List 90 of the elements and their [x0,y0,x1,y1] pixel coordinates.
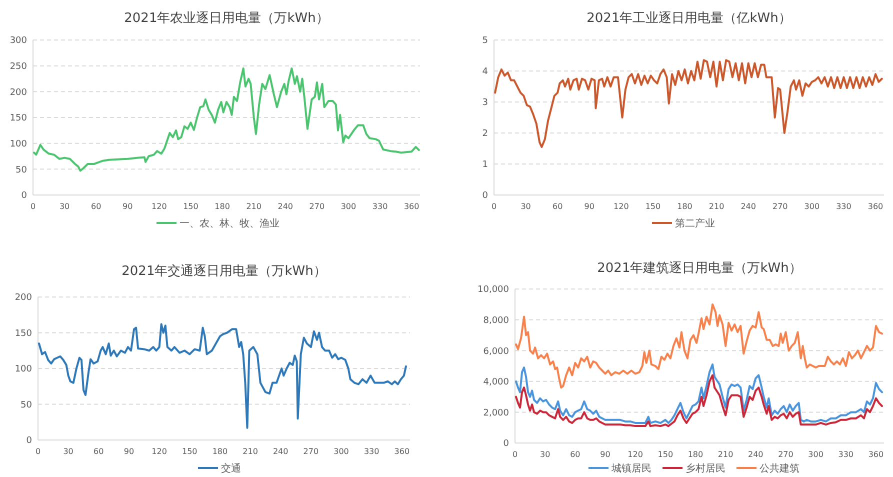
x-tick-label: 240 [278,202,294,211]
x-tick-label: 330 [364,447,380,456]
x-tick-label: 120 [628,450,643,459]
x-tick-label: 90 [584,202,594,211]
y-tick-label: 0 [26,436,32,446]
y-tick-label: 150 [10,114,28,124]
x-tick-label: 360 [868,450,884,459]
x-tick-label: 330 [372,202,388,211]
x-tick-label: 180 [214,202,230,211]
x-tick-label: 240 [740,202,756,211]
y-tick-label: 50 [20,400,32,410]
x-tick-label: 300 [804,202,820,211]
x-tick-label: 150 [658,450,674,459]
chart-title: 2021年交通逐日用电量（万kWh） [122,263,326,279]
x-tick-label: 210 [242,447,258,456]
x-tick-label: 90 [122,202,133,211]
x-tick-label: 150 [182,447,198,456]
y-tick-label: 200 [14,293,32,304]
y-tick-label: 0 [482,191,488,202]
line-series [494,59,883,148]
x-tick-label: 360 [404,202,420,211]
y-tick-label: 2,000 [483,408,510,418]
y-tick-label: 10,000 [478,285,510,296]
line-series [33,67,420,172]
legend-label: 乡村居民 [686,462,726,474]
y-tick-label: 200 [10,88,28,98]
x-tick-label: 30 [59,202,70,211]
legend-label: 城镇居民 [610,462,652,474]
y-tick-label: 300 [10,36,28,46]
x-tick-label: 150 [183,202,198,211]
x-tick-label: 90 [600,450,610,459]
line-series [515,363,883,424]
y-tick-label: 6,000 [483,346,510,357]
x-tick-label: 30 [63,447,74,456]
x-tick-label: 330 [836,202,852,211]
x-tick-label: 210 [718,450,734,459]
line-series [515,303,883,389]
x-tick-label: 150 [645,202,661,211]
y-tick-label: 8,000 [483,316,510,326]
x-tick-label: 120 [152,202,167,211]
x-tick-label: 60 [570,450,580,459]
x-tick-label: 120 [614,202,629,211]
legend-label: 公共建筑 [760,462,800,474]
chart-title: 2021年建筑逐日用电量（万kWh） [597,261,802,276]
x-tick-label: 0 [35,447,41,456]
y-tick-label: 1 [482,160,488,170]
y-tick-label: 4,000 [483,378,510,388]
x-tick-label: 270 [778,450,794,459]
x-tick-label: 30 [540,450,550,459]
x-tick-label: 360 [868,202,884,211]
y-tick-label: 150 [14,328,32,339]
x-tick-label: 180 [688,450,704,459]
y-tick-label: 50 [16,165,28,176]
x-tick-label: 60 [94,447,104,456]
x-tick-label: 300 [808,450,824,459]
y-tick-label: 0 [503,439,510,450]
x-tick-label: 300 [334,447,349,456]
y-tick-label: 100 [10,139,28,150]
legend-label: 第二产业 [675,218,715,230]
x-tick-label: 240 [748,450,764,459]
x-tick-label: 180 [212,447,228,456]
x-tick-label: 330 [838,450,854,459]
y-tick-label: 0 [21,191,28,202]
x-tick-label: 30 [520,202,531,211]
legend-label: 交通 [221,462,241,474]
y-tick-label: 250 [10,62,28,72]
x-tick-label: 210 [246,202,262,211]
x-tick-label: 60 [91,202,102,211]
line-series [38,323,407,429]
y-tick-label: 4 [482,67,488,78]
x-tick-label: 90 [124,447,134,456]
x-tick-label: 210 [708,202,724,211]
y-tick-label: 2 [482,129,488,140]
legend-label: 一、农、林、牧、渔业 [180,218,280,230]
chart-title: 2021年工业逐日用电量（亿kWh） [586,11,792,26]
x-tick-label: 300 [340,202,356,211]
x-tick-label: 270 [772,202,788,211]
x-tick-label: 270 [309,202,325,211]
chart-title: 2021年农业逐日用电量（万kWh） [124,11,329,26]
line-series [515,374,883,428]
y-tick-label: 3 [482,98,488,108]
x-tick-label: 120 [152,447,167,456]
x-tick-label: 0 [512,450,518,459]
x-tick-label: 180 [677,202,692,211]
x-tick-label: 240 [272,447,288,456]
y-tick-label: 5 [482,36,488,46]
x-tick-label: 360 [394,447,410,456]
x-tick-label: 60 [552,202,563,211]
x-tick-label: 270 [303,447,319,456]
y-tick-label: 100 [14,364,32,375]
